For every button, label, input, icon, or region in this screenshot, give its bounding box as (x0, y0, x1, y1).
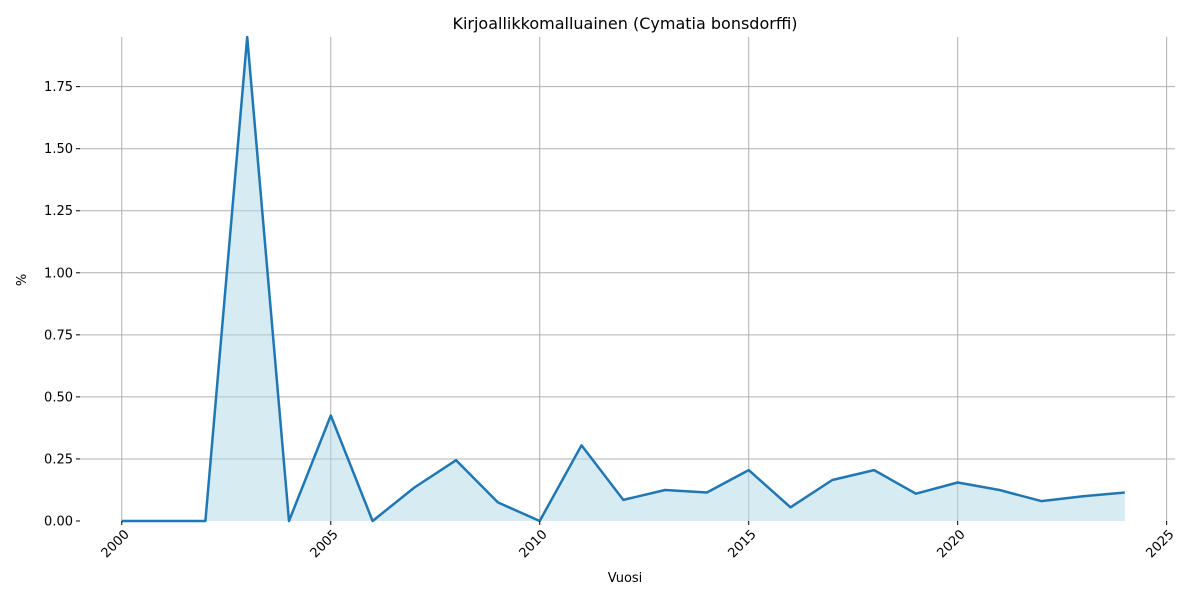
x-tick-label: 2025 (1143, 527, 1177, 561)
y-tick-label: 0.75 (44, 328, 73, 343)
x-tick-label: 2010 (517, 527, 551, 561)
x-tick-label: 2000 (99, 527, 133, 561)
x-tick-label: 2020 (934, 527, 968, 561)
x-tick-label: 2015 (726, 527, 760, 561)
y-tick-label: 1.00 (44, 266, 73, 281)
y-axis-label: % (15, 274, 30, 286)
chart-title: Kirjoallikkomalluainen (Cymatia bonsdorf… (452, 14, 797, 33)
y-tick-label: 1.25 (44, 204, 73, 219)
y-tick-label: 1.50 (44, 142, 73, 157)
y-tick-label: 0.50 (44, 390, 73, 405)
area-fill (121, 37, 1125, 521)
y-tick-label: 1.75 (44, 80, 73, 95)
y-axis: 0.00 0.25 0.50 0.75 1.00 1.25 1.50 1.75 (44, 80, 80, 530)
x-axis: 2000 2005 2010 2015 2020 2025 (99, 521, 1177, 561)
y-tick-label: 0.25 (44, 452, 73, 467)
series-line (121, 35, 1125, 523)
y-tick-label: 0.00 (44, 515, 73, 530)
x-tick-label: 2005 (308, 527, 342, 561)
x-axis-label: Vuosi (608, 571, 643, 586)
